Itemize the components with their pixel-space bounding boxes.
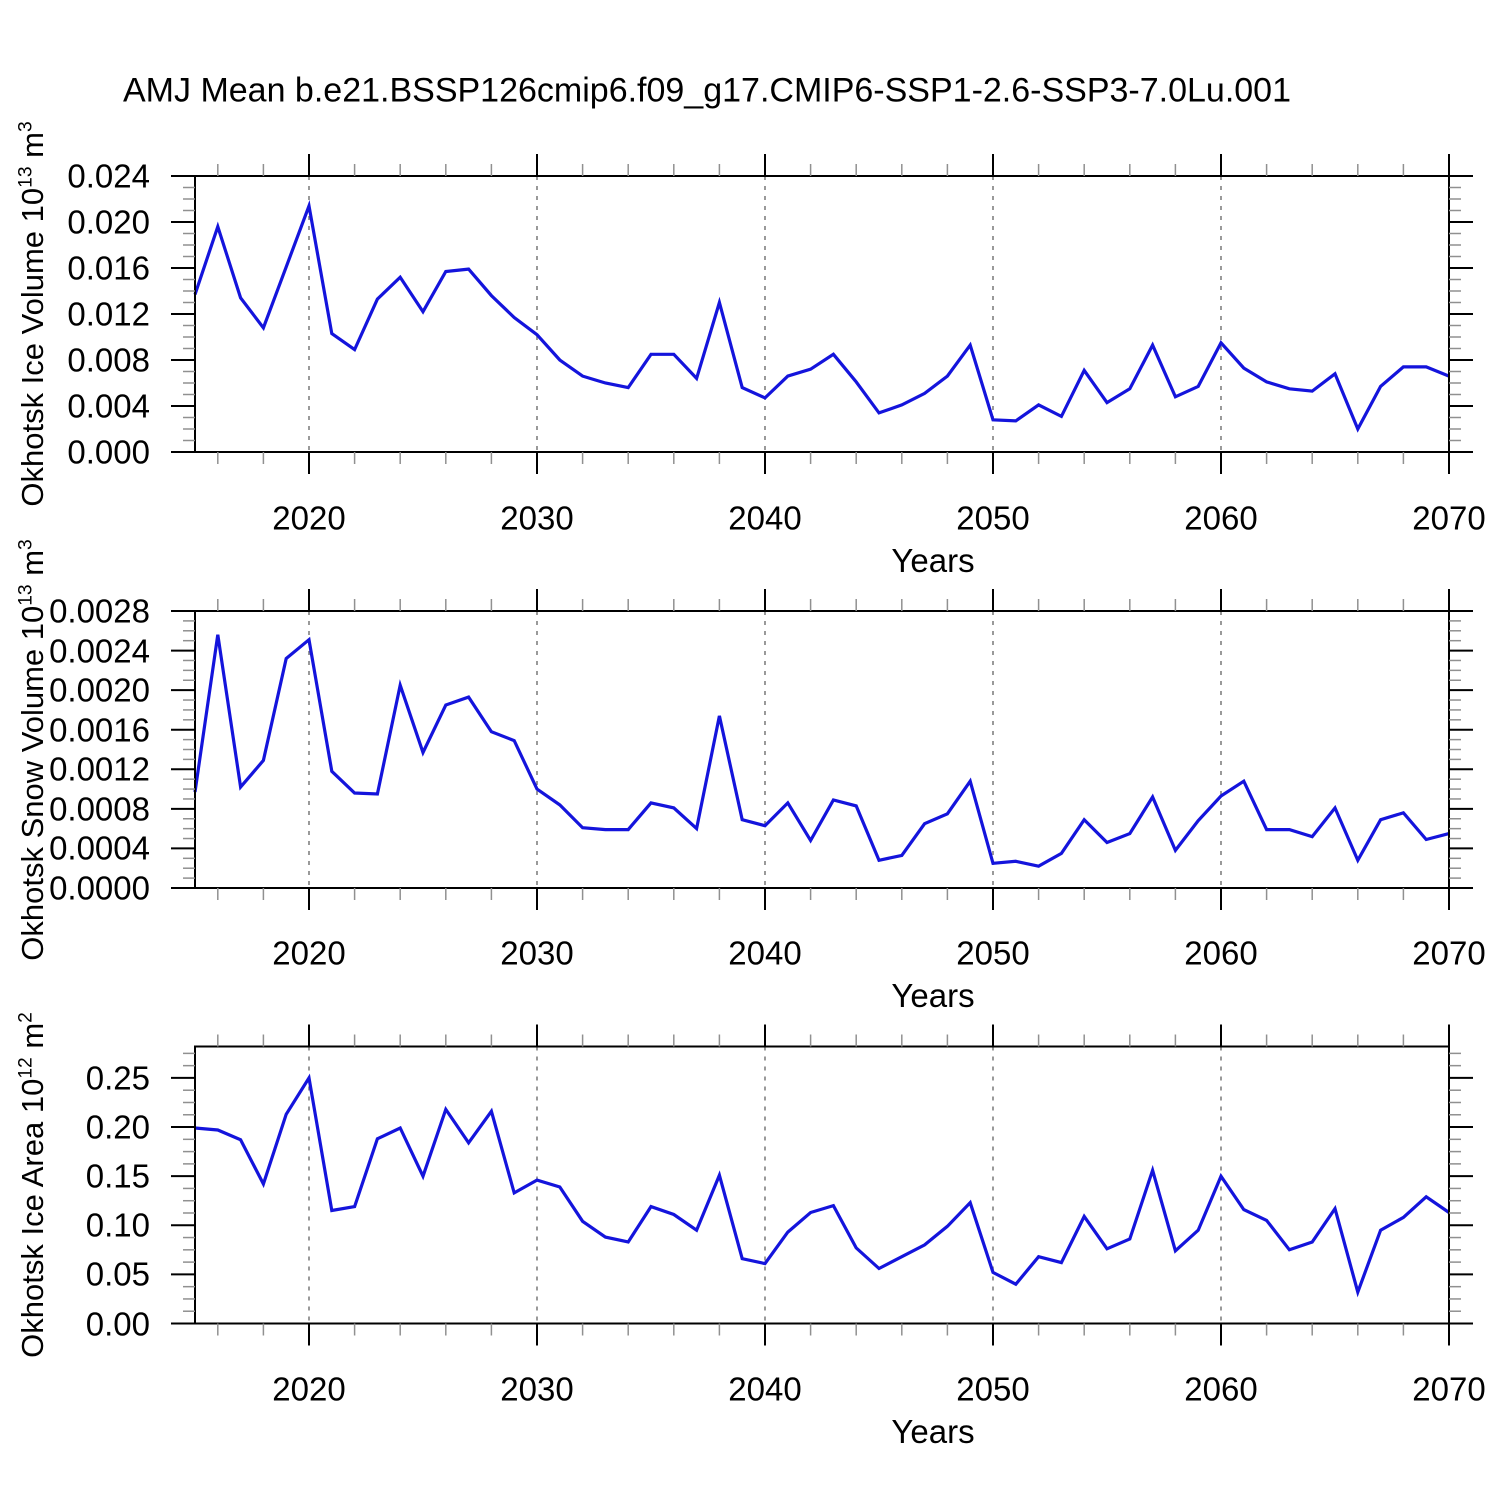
y-tick-label: 0.00 <box>85 1305 150 1342</box>
x-tick-label: 2050 <box>956 1370 1030 1407</box>
x-tick-label: 2020 <box>272 934 346 972</box>
y-tick-label: 0.0012 <box>49 750 150 788</box>
y-tick-label: 0.020 <box>67 203 150 241</box>
x-tick-label: 2050 <box>956 499 1030 537</box>
y-tick-label: 0.0004 <box>49 829 150 867</box>
y-tick-label: 0.25 <box>85 1059 150 1097</box>
y-axis-title-unit-exponent: 3 <box>15 539 37 550</box>
x-tick-label: 2040 <box>728 1370 802 1407</box>
x-tick-label: 2070 <box>1412 934 1486 972</box>
x-tick-label: 2070 <box>1412 1370 1486 1407</box>
x-tick-label: 2030 <box>500 1370 574 1407</box>
x-tick-label: 2060 <box>1184 1370 1258 1407</box>
y-tick-label: 0.0024 <box>49 632 150 670</box>
y-tick-label: 0.008 <box>67 341 150 379</box>
y-tick-label: 0.20 <box>85 1108 150 1146</box>
x-tick-label: 2050 <box>956 934 1030 972</box>
y-tick-label: 0.024 <box>67 157 150 195</box>
x-tick-label: 2030 <box>500 934 574 972</box>
plot-box-okhotsk-ice-area <box>194 1045 1450 1325</box>
data-line-okhotsk-ice-area <box>194 1073 1450 1298</box>
x-tick-label: 2060 <box>1184 934 1258 972</box>
y-axis-title-unit: m <box>15 549 50 585</box>
y-tick-label: 0.05 <box>85 1255 150 1293</box>
y-tick-label: 0.0000 <box>49 869 150 907</box>
y-tick-label: 0.0028 <box>49 592 150 630</box>
y-tick-label: 0.10 <box>85 1206 150 1244</box>
data-line-okhotsk-ice-volume <box>193 199 1450 433</box>
y-tick-label: 0.000 <box>67 433 150 471</box>
data-line-okhotsk-snow-volume <box>193 634 1450 868</box>
plot-box-okhotsk-snow-volume <box>194 610 1450 889</box>
x-tick-label: 2020 <box>272 1370 346 1407</box>
x-tick-label: 2040 <box>728 499 802 537</box>
plot-title: AMJ Mean b.e21.BSSP126cmip6.f09_g17.CMIP… <box>122 71 1292 110</box>
x-axis-label-panel3: Years <box>891 1413 975 1450</box>
y-tick-label: 0.016 <box>67 249 150 287</box>
y-axis-title-unit-exponent: 2 <box>15 1012 37 1023</box>
x-tick-label: 2060 <box>1184 499 1258 537</box>
x-tick-label: 2040 <box>728 934 802 972</box>
y-axis-title-unit-exponent: 3 <box>15 121 37 133</box>
x-axis-label-panel1: Years <box>891 542 975 579</box>
y-tick-label: 0.0008 <box>49 790 150 828</box>
y-axis-title-unit: m <box>15 1022 50 1058</box>
x-tick-label: 2070 <box>1412 499 1486 537</box>
x-tick-label: 2030 <box>500 499 574 537</box>
y-tick-label: 0.0016 <box>49 711 150 749</box>
y-tick-label: 0.15 <box>85 1157 150 1195</box>
y-tick-label: 0.012 <box>67 295 150 333</box>
plot-box-okhotsk-ice-volume <box>194 175 1450 453</box>
x-axis-label-panel2: Years <box>891 977 975 1014</box>
y-tick-label: 0.0020 <box>49 671 150 709</box>
x-tick-label: 2020 <box>272 499 346 537</box>
y-tick-label: 0.004 <box>67 387 150 425</box>
